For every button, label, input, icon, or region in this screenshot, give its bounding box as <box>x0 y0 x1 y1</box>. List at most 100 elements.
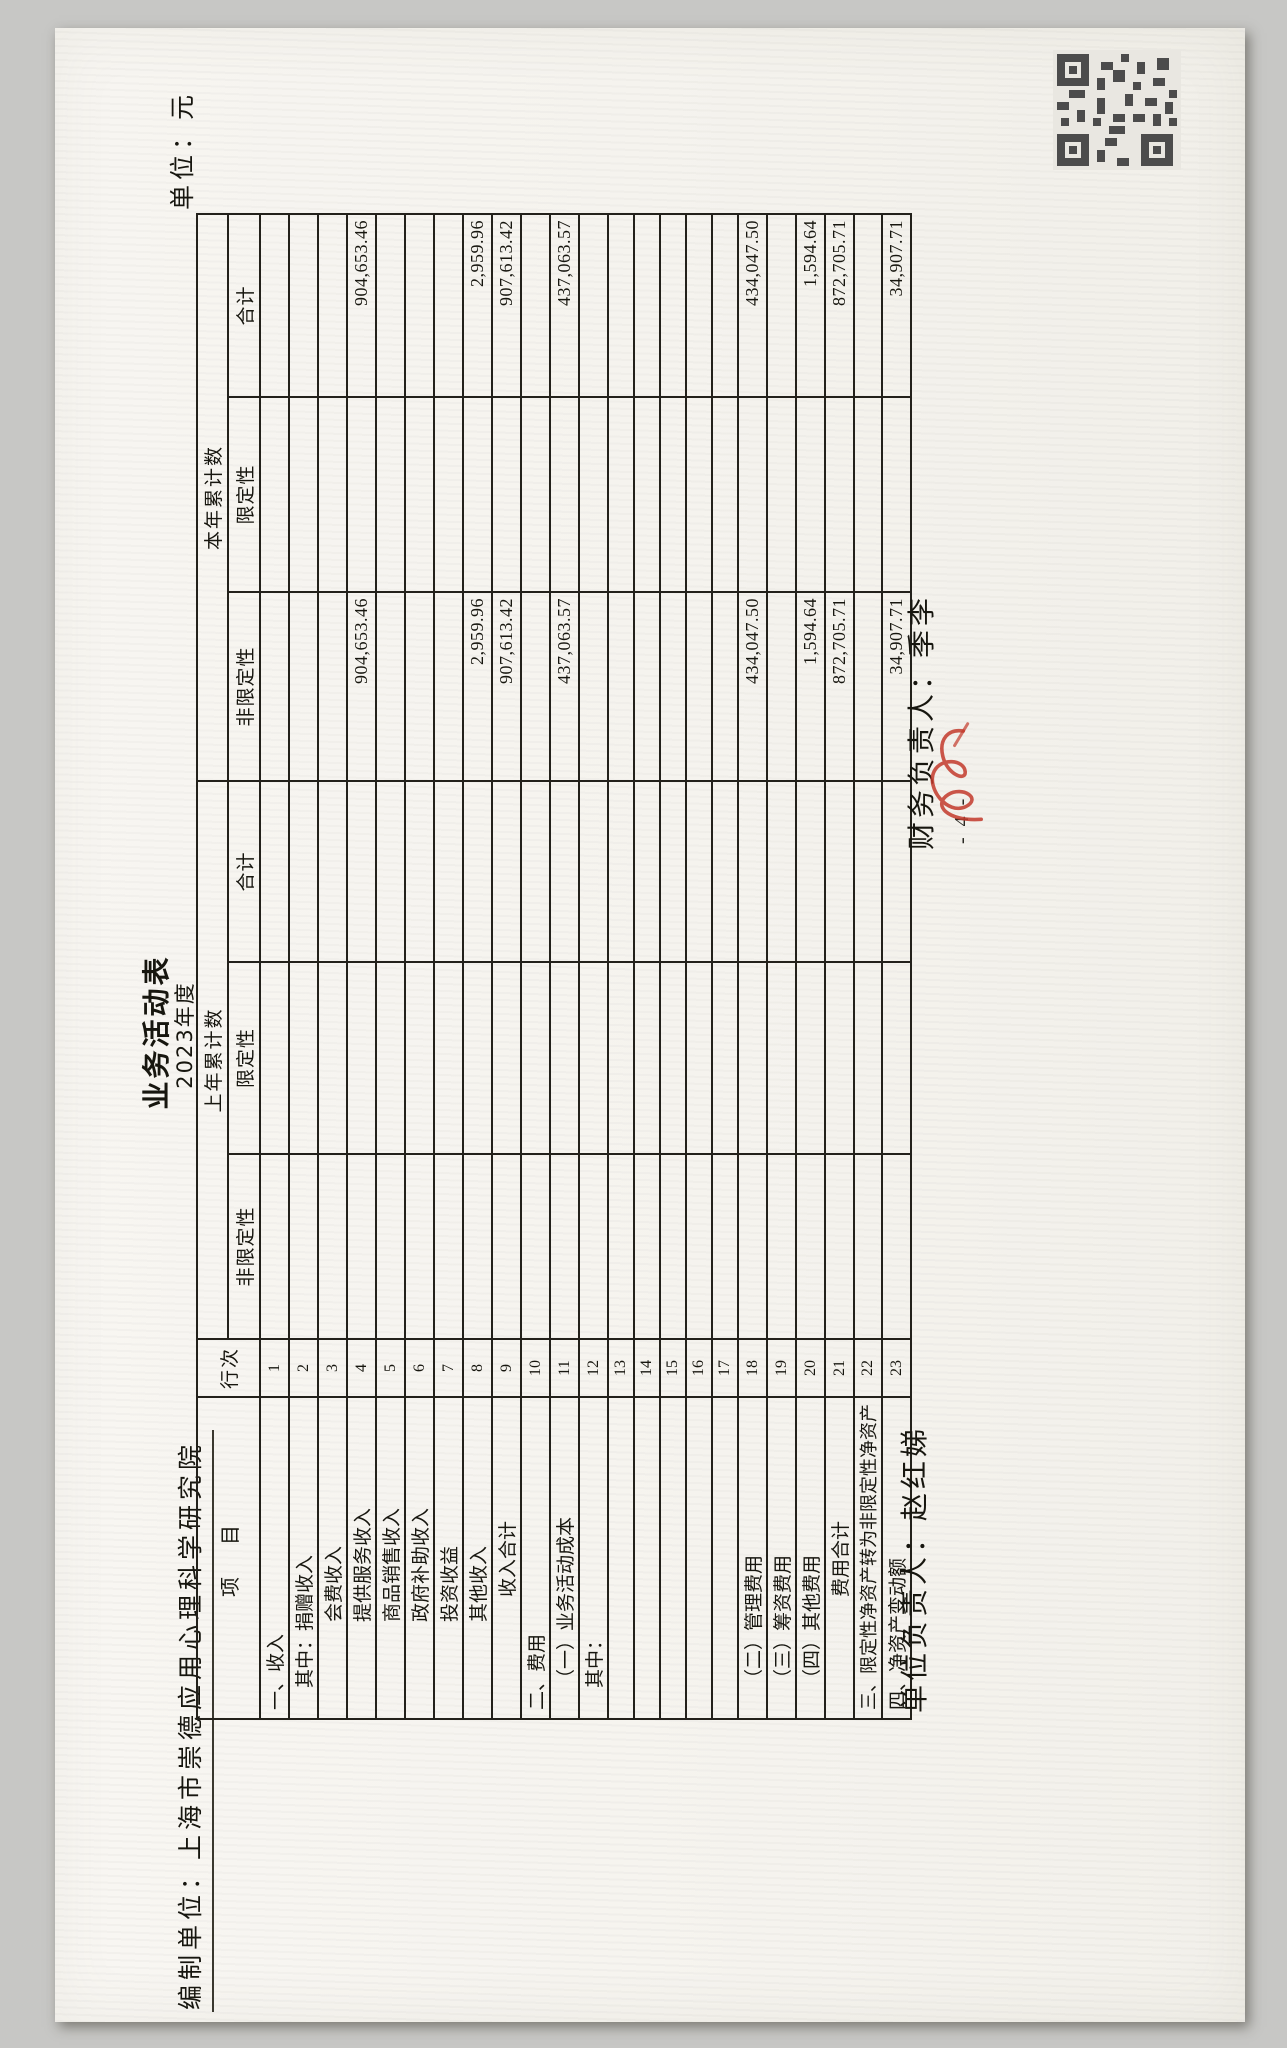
value-cell <box>712 591 738 781</box>
value-cell <box>634 213 660 397</box>
value-cell <box>579 780 608 962</box>
value-cell <box>579 962 608 1154</box>
value-cell <box>686 1154 712 1339</box>
value-cell <box>660 780 686 962</box>
value-cell: 904,653.46 <box>347 591 376 781</box>
line-number-cell: 16 <box>686 1339 712 1397</box>
value-cell <box>767 213 796 397</box>
item-label-cell: 政府补助收入 <box>405 1397 434 1719</box>
value-cell <box>738 396 767 592</box>
value-cell <box>376 962 405 1154</box>
value-cell <box>405 780 434 962</box>
value-cell: 907,613.42 <box>492 591 521 781</box>
value-cell <box>608 962 634 1154</box>
qr-code-stamp <box>1053 50 1181 170</box>
value-cell <box>767 1154 796 1339</box>
value-cell: 434,047.50 <box>738 213 767 397</box>
value-cell <box>712 962 738 1154</box>
line-number-cell: 15 <box>660 1339 686 1397</box>
item-label-cell: 提供服务收入 <box>347 1397 376 1719</box>
value-cell <box>738 962 767 1154</box>
value-cell <box>634 962 660 1154</box>
value-cell <box>289 780 318 962</box>
value-cell <box>767 962 796 1154</box>
red-scribble-annotation <box>930 722 983 822</box>
value-cell <box>660 962 686 1154</box>
line-number-cell: 5 <box>376 1339 405 1397</box>
value-cell <box>854 396 882 592</box>
value-cell <box>318 396 347 592</box>
value-cell <box>492 962 521 1154</box>
value-cell <box>492 780 521 962</box>
value-cell <box>854 780 882 962</box>
value-cell <box>550 1154 579 1339</box>
value-cell <box>608 213 634 397</box>
value-cell <box>882 396 911 592</box>
value-cell <box>660 591 686 781</box>
line-number-cell: 2 <box>289 1339 318 1397</box>
value-cell: 2,959.96 <box>463 213 492 397</box>
value-cell <box>376 1154 405 1339</box>
value-cell <box>347 1154 376 1339</box>
value-cell <box>260 780 289 962</box>
value-cell <box>376 591 405 781</box>
value-cell <box>550 780 579 962</box>
item-label-cell: （三）筹资费用 <box>767 1397 796 1719</box>
value-cell <box>738 1154 767 1339</box>
value-cell <box>521 1154 550 1339</box>
line-number-cell: 23 <box>882 1339 911 1397</box>
value-cell <box>882 962 911 1154</box>
line-number-cell: 20 <box>796 1339 825 1397</box>
value-cell <box>318 962 347 1154</box>
value-cell <box>376 396 405 592</box>
activity-table-body: 一、收入 1 其中：捐赠收入 2 会费收入 3 提供服务收入 4 904,653.46 904,6… <box>260 213 911 1719</box>
item-label-cell <box>686 1397 712 1719</box>
value-cell <box>686 591 712 781</box>
value-cell <box>434 962 463 1154</box>
value-cell <box>260 591 289 781</box>
value-cell <box>712 1154 738 1339</box>
value-cell <box>463 962 492 1154</box>
line-number-cell: 8 <box>463 1339 492 1397</box>
table-row: （一）业务活动成本 11 437,063.57 437,063.57 <box>550 213 579 1719</box>
unit-note: 单位：元 <box>168 90 197 211</box>
value-cell <box>825 396 854 592</box>
item-label-cell: 投资收益 <box>434 1397 463 1719</box>
value-cell <box>260 396 289 592</box>
value-cell <box>579 1154 608 1339</box>
value-cell <box>318 591 347 781</box>
value-cell <box>608 591 634 781</box>
table-row: 16 <box>686 213 712 1719</box>
item-label-cell: 二、费用 <box>521 1397 550 1719</box>
table-row: 其他收入 8 2,959.96 2,959.96 <box>463 213 492 1719</box>
value-cell <box>634 1154 660 1339</box>
line-number-cell: 18 <box>738 1339 767 1397</box>
value-cell <box>579 591 608 781</box>
page-subtitle: 2023年度 <box>173 981 197 1089</box>
item-label-cell: 一、收入 <box>260 1397 289 1719</box>
value-cell <box>712 213 738 397</box>
value-cell <box>318 213 347 397</box>
value-cell <box>796 780 825 962</box>
value-cell <box>825 1154 854 1339</box>
value-cell <box>434 213 463 397</box>
value-cell: 1,594.64 <box>796 213 825 397</box>
item-label-cell: （四）其他费用 <box>796 1397 825 1719</box>
value-cell <box>796 962 825 1154</box>
value-cell <box>854 213 882 397</box>
line-number-cell: 19 <box>767 1339 796 1397</box>
line-number-cell: 7 <box>434 1339 463 1397</box>
value-cell <box>660 396 686 592</box>
line-number-cell: 3 <box>318 1339 347 1397</box>
value-cell <box>492 1154 521 1339</box>
value-cell <box>686 780 712 962</box>
value-cell <box>686 213 712 397</box>
value-cell <box>289 962 318 1154</box>
value-cell <box>825 962 854 1154</box>
line-number-cell: 9 <box>492 1339 521 1397</box>
line-number-cell: 13 <box>608 1339 634 1397</box>
col-header-cy-restricted: 限定性 <box>228 396 260 592</box>
value-cell <box>550 396 579 592</box>
document-page: 业务活动表 2023年度 编制单位：上海市崇德应用心理科学研究院 单位：元 项 … <box>55 28 1245 2022</box>
